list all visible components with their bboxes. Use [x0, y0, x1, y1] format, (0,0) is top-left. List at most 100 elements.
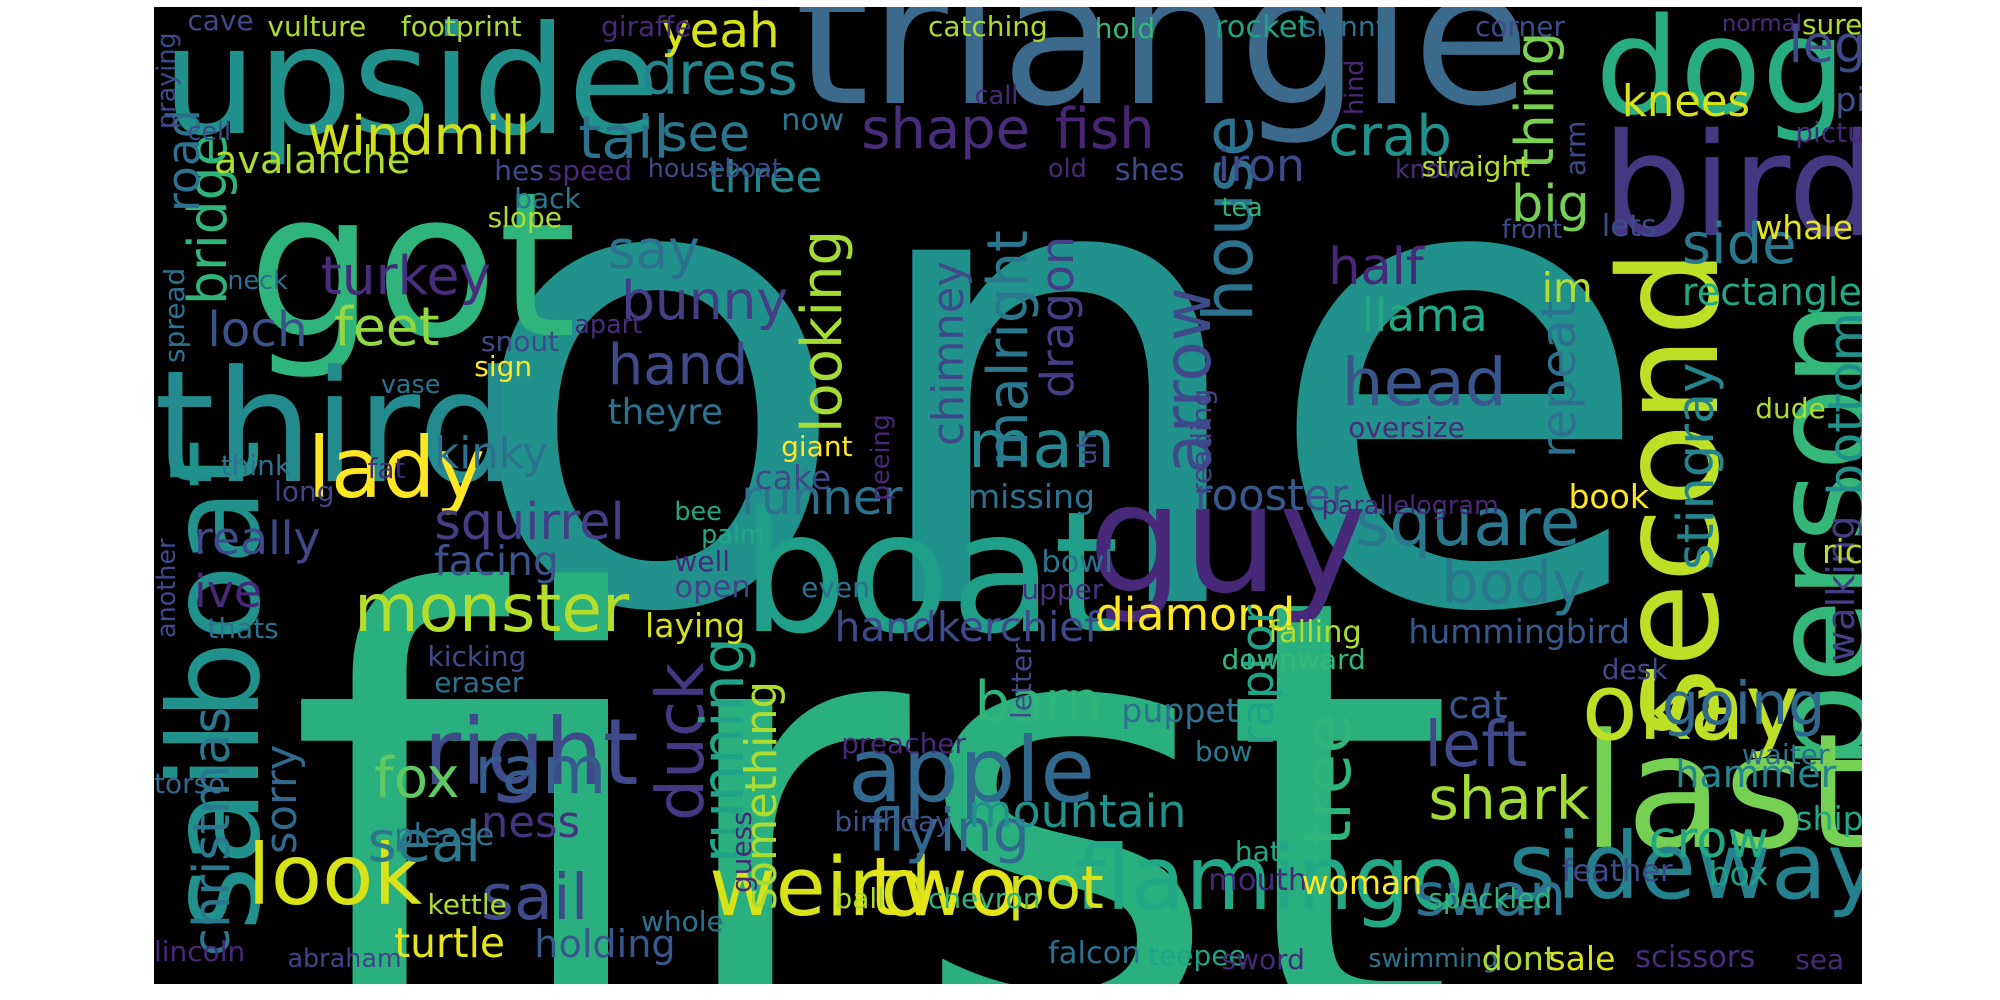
word-rice: rice — [1821, 531, 1862, 571]
word-last: last — [1581, 699, 1862, 886]
word-holding: holding — [534, 922, 676, 967]
word-squirrel: squirrel — [434, 491, 625, 551]
word-speed: speed — [547, 154, 633, 188]
word-box: box — [1708, 853, 1769, 893]
word-flamingo: flamingo — [1074, 825, 1465, 930]
word-got: got — [247, 149, 577, 384]
word-sideways: sideways — [1508, 813, 1862, 921]
word-cat: cat — [1448, 683, 1508, 728]
word-bottom: bottom — [1816, 312, 1862, 497]
word-old: old — [1048, 152, 1087, 183]
word-dress: dress — [641, 40, 798, 109]
word-downward: downward — [1221, 642, 1366, 676]
word-preacher: preacher — [841, 726, 966, 760]
word-loch: loch — [207, 301, 308, 358]
word-stingray: stingray — [1666, 362, 1726, 571]
word-falcon: falcon — [1048, 936, 1141, 972]
word-say: say — [607, 218, 700, 282]
word-seal: seal — [367, 809, 481, 875]
word-spread: spread — [157, 267, 191, 363]
word-eraser: eraser — [434, 665, 524, 699]
word-knees: knees — [1621, 76, 1751, 127]
word-cake: cake — [754, 458, 832, 498]
word-shark: shark — [1428, 765, 1590, 834]
word-call: call — [974, 80, 1019, 111]
word-apple: apple — [847, 717, 1095, 822]
word-hat: hat — [1234, 834, 1281, 868]
word-sale: sale — [1548, 939, 1616, 979]
word-uh: uh — [1071, 432, 1102, 466]
word-feather: feather — [1561, 853, 1673, 889]
word-three: three — [707, 153, 823, 204]
word-boat: boat — [741, 475, 1120, 672]
word-woman: woman — [1301, 862, 1423, 902]
word-windmill: windmill — [307, 103, 531, 167]
word-rooster: rooster — [1194, 471, 1349, 522]
word-mountain: mountain — [967, 784, 1187, 839]
word-picture: picture — [1795, 115, 1862, 149]
word-ball: ball — [834, 881, 885, 915]
word-triangle: triangle — [794, 7, 1531, 150]
word-letter: letter — [1005, 643, 1038, 720]
word-vulture: vulture — [267, 10, 367, 44]
word-vase: vase — [380, 369, 441, 400]
word-laying: laying — [645, 605, 746, 645]
word-repeat: repeat — [1531, 300, 1588, 458]
word-abraham: abraham — [287, 942, 402, 973]
word-hummingbird: hummingbird — [1408, 612, 1630, 652]
word-palm: palm — [701, 519, 765, 550]
word-thing: thing — [1503, 32, 1567, 170]
word-whale: whale — [1755, 207, 1854, 247]
word-ive: ive — [194, 564, 263, 619]
word-facing: facing — [434, 537, 559, 586]
word-torso: torso — [154, 767, 226, 801]
word-llama: llama — [1361, 288, 1488, 343]
word-normal: normal — [1721, 11, 1803, 38]
word-diamond: diamond — [1094, 587, 1296, 642]
word-third: third — [154, 337, 516, 519]
word-kicking: kicking — [427, 640, 527, 674]
word-shes: shes — [1114, 152, 1185, 188]
word-now: now — [781, 103, 845, 139]
word-sure: sure — [1801, 7, 1862, 41]
word-crow: crow — [1648, 809, 1770, 869]
word-long: long — [274, 474, 335, 508]
word-going: going — [1661, 669, 1826, 738]
word-really: really — [194, 510, 321, 565]
word-hand: hand — [607, 332, 749, 398]
word-sign: sign — [474, 350, 533, 384]
word-dog: dog — [1595, 7, 1847, 145]
word-pot: pot — [1008, 854, 1104, 923]
word-puppet: puppet — [1121, 690, 1239, 730]
word-lets: lets — [1601, 208, 1657, 244]
word-reading: reading — [1185, 388, 1219, 495]
word-sail: sail — [480, 859, 589, 934]
word-looking: looking — [789, 229, 855, 433]
word-tea: tea — [1221, 192, 1263, 223]
word-feet: feet — [334, 294, 440, 358]
word-swimming: swimming — [1368, 942, 1499, 973]
word-bow: bow — [1194, 735, 1253, 769]
word-right: right — [423, 698, 639, 806]
word-hammer: hammer — [1675, 752, 1837, 797]
word-front: front — [1501, 213, 1563, 244]
word-giant: giant — [781, 430, 853, 464]
word-two: two — [869, 839, 1018, 935]
word-oversize: oversize — [1348, 411, 1465, 445]
word-im: im — [1541, 263, 1593, 312]
word-head: head — [1341, 344, 1507, 422]
word-upside: upside — [162, 7, 660, 169]
word-guess: guess — [724, 811, 758, 893]
word-know: know — [1394, 154, 1463, 185]
word-christmas: christmas — [182, 706, 242, 956]
word-look: look — [247, 825, 423, 924]
word-first: first — [287, 472, 1456, 984]
word-dragon: dragon — [1029, 235, 1084, 398]
word-flying: flying — [867, 797, 1030, 866]
word-iron: iron — [1217, 138, 1306, 193]
word-yeah: yeah — [661, 7, 780, 59]
word-handkerchief: handkerchief — [834, 603, 1099, 652]
word-lady: lady — [307, 418, 486, 517]
word-praying: praying — [154, 32, 181, 130]
word-malright: malright — [976, 229, 1042, 466]
